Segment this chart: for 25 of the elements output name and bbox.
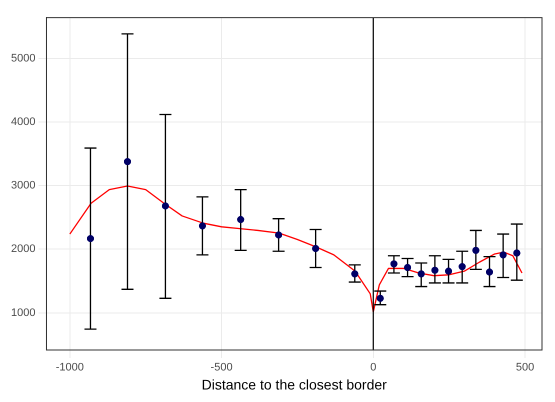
point [513,250,520,257]
x-tick-label: 0 [370,362,376,374]
point [162,202,169,210]
point [418,270,425,278]
point [486,268,494,276]
x-tick-label: -1000 [56,362,84,374]
point [500,251,507,258]
y-tick-label: 1000 [10,306,36,319]
point [198,222,206,230]
point [275,231,282,238]
point [237,216,244,224]
point [458,263,466,270]
x-axis-title: Distance to the closest border [202,376,388,392]
point [472,246,480,254]
point [312,245,320,252]
x-tick-label: 500 [516,362,534,374]
y-tick-label: 5000 [10,52,36,64]
point [86,235,94,242]
point [124,158,131,166]
point [431,266,438,274]
y-tick-label: 3000 [10,180,36,192]
y-tick-label: 4000 [10,116,36,128]
x-tick-label: -500 [210,362,233,374]
point [445,268,452,275]
y-tick-label: 2000 [10,243,36,256]
